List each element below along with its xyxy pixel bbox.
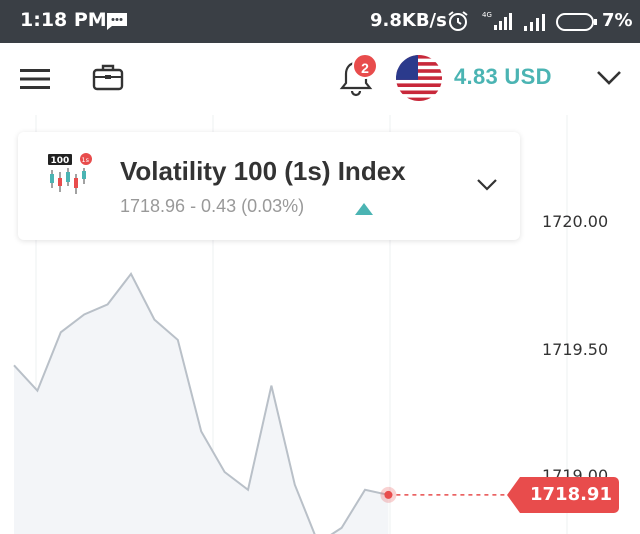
y-tick-label: 1719.50 <box>542 340 609 359</box>
price-chart[interactable] <box>0 115 640 534</box>
candlestick-icon: 100 1s <box>48 152 96 201</box>
svg-text:4G: 4G <box>482 11 492 19</box>
current-price-tag <box>507 476 619 513</box>
signal-icon <box>522 11 550 37</box>
network-speed: 9.8KB/s <box>370 10 447 31</box>
signal-4g-icon: 4G <box>480 9 516 37</box>
market-name: Volatility 100 (1s) Index <box>120 156 406 186</box>
account-balance[interactable]: 4.83 USD <box>454 64 552 89</box>
market-quote: 1718.96 - 0.43 (0.03%) <box>120 196 305 216</box>
icon-label: 100 <box>51 156 70 166</box>
battery-percent: 7% <box>602 10 633 31</box>
menu-icon[interactable] <box>20 68 50 95</box>
triangle-up-icon <box>354 202 374 221</box>
message-icon <box>105 11 129 35</box>
status-time: 1:18 PM <box>20 9 107 31</box>
battery-icon <box>556 12 598 36</box>
market-selector[interactable]: 100 1s Volatility 100 (1s) Index 1718.96… <box>18 132 520 240</box>
chevron-down-icon[interactable] <box>476 178 498 197</box>
alarm-icon <box>446 9 470 37</box>
status-bar: 1:18 PM 9.8KB/s 4G 7% <box>0 0 640 43</box>
us-flag-icon[interactable] <box>396 55 442 101</box>
briefcase-icon[interactable] <box>92 63 124 96</box>
y-tick-label: 1720.00 <box>542 212 609 231</box>
notification-badge: 2 <box>352 53 378 79</box>
current-price-dot <box>384 490 393 499</box>
chevron-down-icon[interactable] <box>596 69 622 92</box>
icon-sub: 1s <box>82 156 90 164</box>
price-line <box>13 272 389 534</box>
price-area <box>14 273 389 534</box>
app-header: 2 4.83 USD <box>0 43 640 115</box>
current-price-label: 1718.91 <box>530 483 612 505</box>
